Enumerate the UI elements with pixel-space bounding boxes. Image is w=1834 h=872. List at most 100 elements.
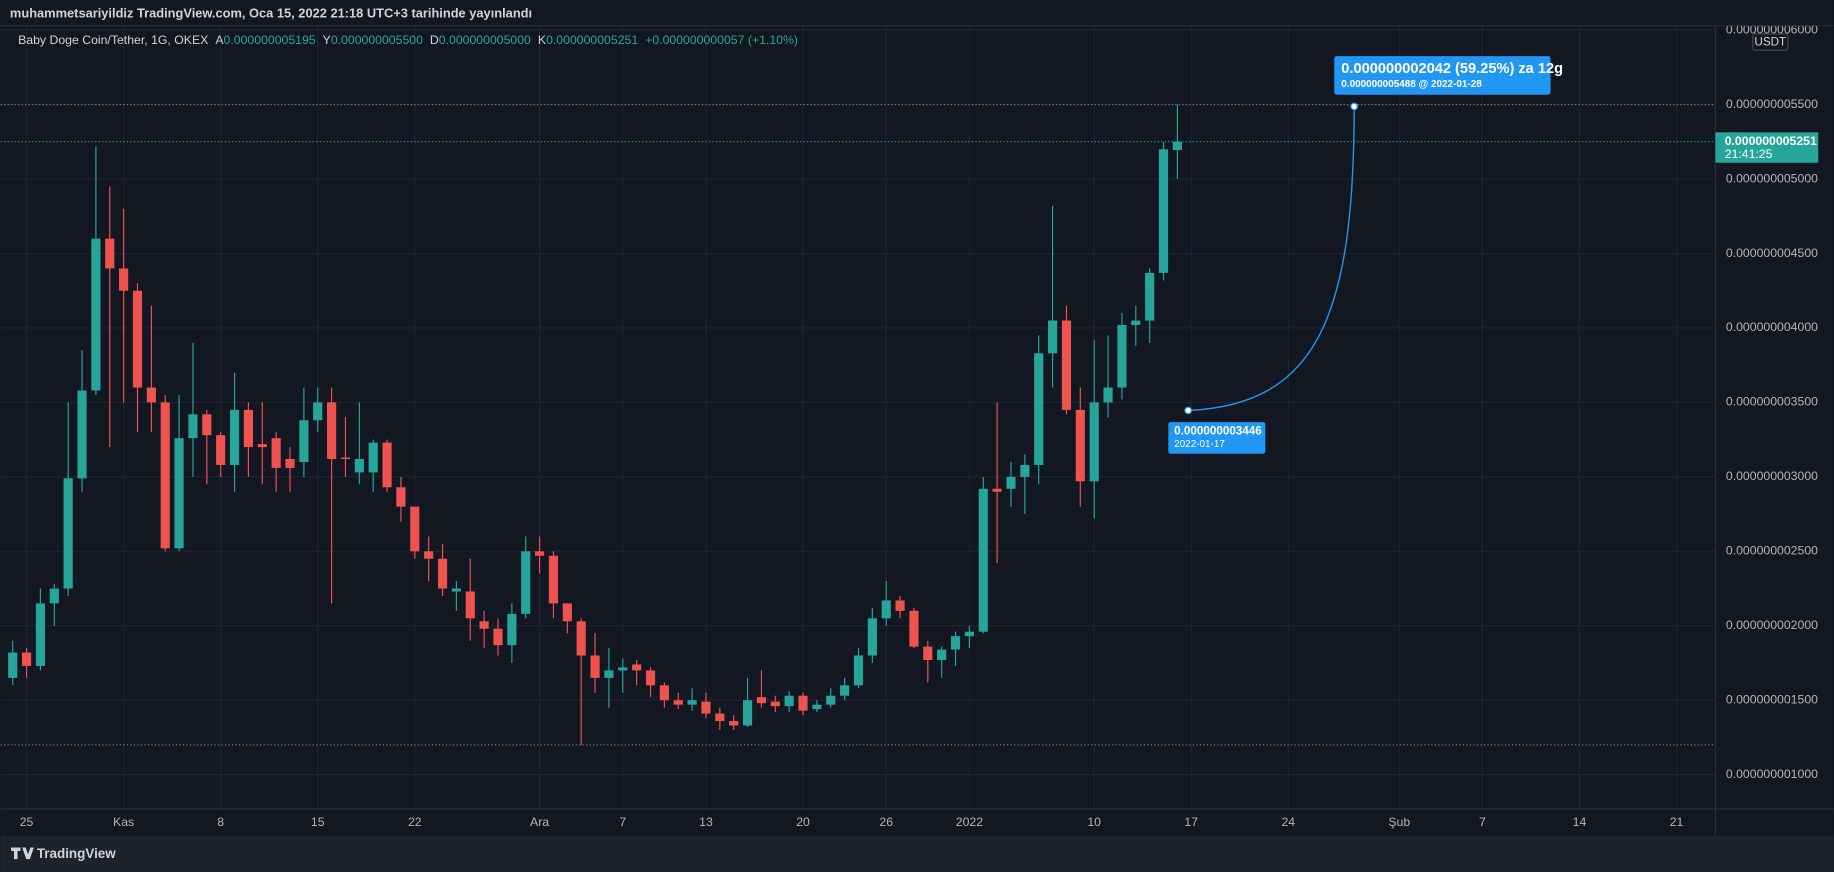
target-label: 0.000000005488 @ 2022-01-28 (1341, 79, 1482, 90)
candle-body (368, 442, 378, 473)
candle-body (853, 655, 864, 686)
x-tick-label: 17 (1184, 815, 1198, 829)
legend-value: 0.000000005500 (331, 33, 423, 47)
candle-body (1034, 353, 1044, 465)
projection-start (1184, 406, 1193, 415)
candle-body (701, 701, 711, 714)
candle-body (257, 444, 267, 448)
projection-end (1350, 102, 1359, 111)
footer-logo (11, 847, 34, 860)
candle-body (576, 621, 586, 656)
candle-body (909, 610, 919, 647)
legend-value: 0.000000005000 (439, 33, 531, 47)
candle-body (354, 458, 364, 473)
candle-body (49, 588, 59, 604)
publish-header: muhammetsariyildiz TradingView.com, Oca … (10, 5, 532, 20)
candle-body (729, 721, 739, 726)
change-label: 0.000000002042 (59.25%) za 12g (1341, 61, 1563, 77)
candle-body (77, 390, 87, 479)
candle-body (35, 603, 46, 666)
candle-body (1158, 149, 1169, 273)
candle-body (964, 631, 974, 637)
candle-body (327, 402, 337, 459)
candle-body (8, 652, 18, 678)
candle-body (271, 438, 281, 468)
candle-body (604, 670, 614, 678)
candle-body (618, 667, 628, 671)
candle-body (160, 402, 170, 549)
candle-body (1048, 320, 1058, 354)
x-tick-label: 20 (796, 815, 810, 829)
candle-body (895, 600, 905, 611)
x-tick-label: Kas (113, 815, 134, 829)
y-tick-label: 0.000000003000 (1726, 469, 1818, 483)
x-tick-label: 13 (699, 815, 713, 829)
candle-body (313, 402, 323, 421)
ohlc-legend: Baby Doge Coin/Tether, 1G, OKEX A 0.000000… (18, 33, 798, 47)
x-tick-label: 7 (1479, 815, 1486, 829)
candle-body (340, 457, 351, 459)
candle-body (1103, 387, 1113, 403)
candle-body (826, 695, 836, 705)
candle-body (840, 685, 850, 696)
y-tick-label: 0.000000003500 (1726, 395, 1818, 409)
legend-key: Y (323, 33, 331, 47)
y-tick-label: 0.000000002500 (1726, 544, 1818, 558)
candle-body (437, 558, 448, 589)
candle-body (632, 664, 642, 671)
x-tick-label: 25 (20, 815, 34, 829)
candle-body (382, 442, 392, 488)
candle-body (673, 700, 683, 705)
candle-body (229, 409, 240, 465)
candle-body (465, 591, 475, 619)
candle-body (174, 438, 184, 549)
candle-body (548, 555, 559, 604)
candle-body (590, 655, 600, 678)
legend-change: +0.000000000057 (+1.10%) (645, 33, 798, 47)
candle-body (687, 700, 697, 705)
x-tick-label: 2022 (956, 815, 983, 829)
legend-key: A (215, 33, 224, 47)
x-tick-label: 26 (879, 815, 893, 829)
legend-key: K (538, 33, 547, 47)
y-tick-label: 0.000000005000 (1726, 171, 1818, 185)
x-tick-label: Şub (1388, 815, 1410, 829)
start-box (1168, 422, 1266, 454)
candle-body (243, 409, 253, 448)
candle-body (1145, 272, 1155, 321)
candle-body (1131, 320, 1141, 325)
candle-body (146, 387, 156, 403)
x-tick-label: 10 (1087, 815, 1101, 829)
candle-body (285, 458, 295, 468)
candle-body (410, 506, 420, 552)
candle-body (479, 621, 489, 629)
candle-body (202, 414, 212, 436)
countdown-label: 21:41:25 (1725, 147, 1773, 161)
candle-body (798, 695, 808, 711)
start-price-label: 0.000000003446 (1174, 425, 1262, 438)
candle-body (812, 704, 822, 710)
candle-body (950, 636, 961, 650)
candle-body (1006, 476, 1016, 489)
candle-body (867, 618, 877, 656)
candle-body (992, 488, 1002, 492)
candle-body (1061, 320, 1072, 410)
last-price-label: 0.000000005251 (1725, 134, 1817, 148)
footer (0, 835, 1834, 872)
candle-body (1020, 464, 1030, 477)
candle-body (784, 695, 794, 707)
y-tick-label: 0.000000001500 (1726, 692, 1818, 706)
candle-body (216, 435, 226, 465)
legend-key: D (430, 33, 439, 47)
candle-body (132, 290, 143, 388)
legend-symbol: Baby Doge Coin/Tether, 1G, OKEX (18, 33, 208, 47)
candle-body (562, 603, 572, 622)
candle-body (535, 551, 545, 556)
y-tick-label: 0.000000001000 (1726, 767, 1818, 781)
candle-body (978, 488, 988, 632)
candle-body (521, 551, 531, 614)
candle-body (1117, 324, 1127, 388)
candle-body (1089, 402, 1099, 482)
candle-body (923, 646, 933, 660)
